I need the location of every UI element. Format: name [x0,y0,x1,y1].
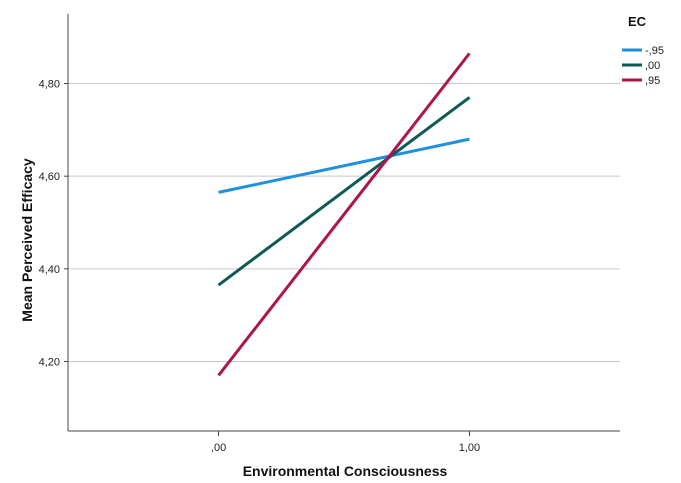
y-tick-label: 4,60 [39,171,60,183]
y-tick-label: 4,40 [39,264,60,276]
series-line [219,53,470,375]
series-lines [219,53,470,375]
gridlines [68,84,620,362]
x-ticks: ,00 1,00 [211,431,480,454]
x-tick-label: ,00 [211,442,226,454]
x-tick-label: 1,00 [459,442,480,454]
series-line [219,97,470,285]
y-tick-label: 4,20 [39,357,60,369]
legend-label: -,95 [645,45,664,57]
series-line [219,139,470,192]
legend: EC -,95 ,00 ,95 [622,14,664,87]
x-axis-title: Environmental Consciousness [243,463,448,479]
y-tick-label: 4,80 [39,79,60,91]
legend-label: ,95 [645,75,660,87]
legend-label: ,00 [645,60,660,72]
y-axis-title: Mean Perceived Efficacy [19,158,35,322]
legend-title: EC [628,14,647,29]
y-ticks: 4,20 4,40 4,60 4,80 [39,79,68,369]
